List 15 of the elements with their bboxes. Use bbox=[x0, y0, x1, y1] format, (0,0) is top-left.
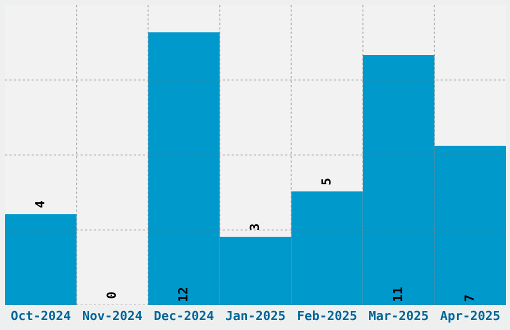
x-tick-label: Oct-2024 bbox=[11, 310, 70, 320]
data-label: 3 bbox=[250, 224, 260, 230]
x-tick-label: Apr-2025 bbox=[440, 310, 500, 323]
data-label: 0 bbox=[106, 292, 116, 298]
x-tick-label: Jan-2025 bbox=[226, 310, 285, 320]
bar bbox=[5, 214, 77, 305]
data-label: 12 bbox=[178, 288, 188, 301]
x-tick-label: Feb-2025 bbox=[298, 310, 356, 320]
x-tick-label: Dec-2024 bbox=[154, 310, 214, 320]
data-label: 5 bbox=[321, 178, 331, 184]
x-tick-label: Mar-2025 bbox=[369, 310, 428, 320]
data-label: 4 bbox=[35, 201, 44, 208]
x-tick-label: Nov-2024 bbox=[82, 310, 142, 320]
data-label: 11 bbox=[392, 288, 402, 301]
data-label: 7 bbox=[464, 295, 474, 302]
